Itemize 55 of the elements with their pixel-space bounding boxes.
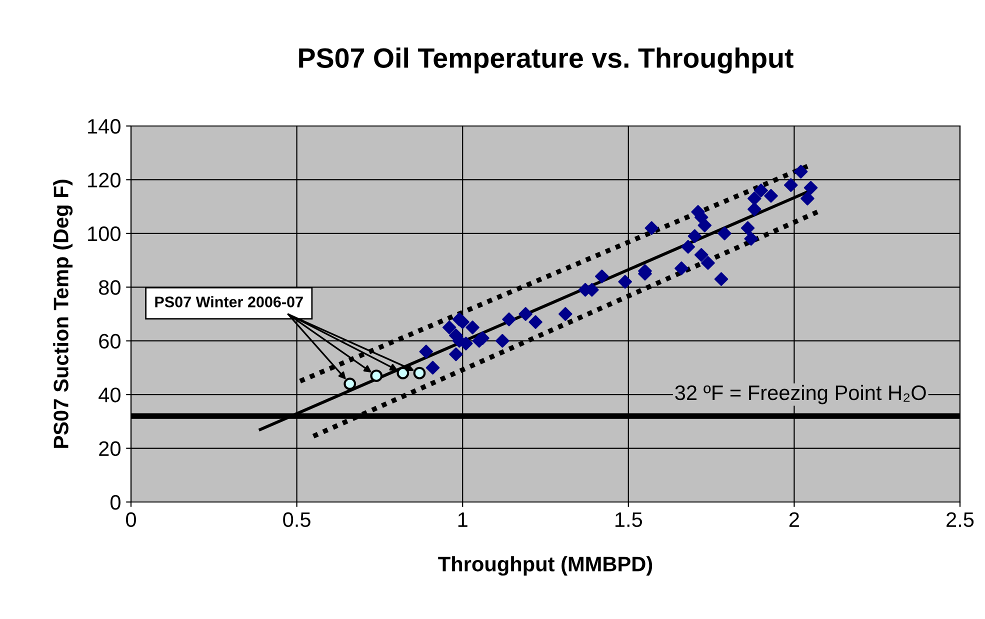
- x-tick-label: 2.5: [946, 512, 974, 528]
- point: [740, 221, 755, 235]
- y-tick-label: 140: [88, 119, 120, 134]
- point: [558, 307, 572, 321]
- point: [396, 366, 410, 380]
- point: [594, 269, 609, 284]
- y-tick-label: 100: [88, 226, 120, 242]
- y-tick-label: 60: [99, 334, 120, 349]
- point: [442, 320, 456, 334]
- point: [754, 184, 768, 198]
- x-tick-label: 1.5: [616, 512, 642, 528]
- point: [528, 315, 542, 329]
- ref-line-label: 32 ºF = Freezing Point H₂O: [675, 384, 926, 404]
- point: [518, 307, 533, 321]
- point: [804, 180, 818, 195]
- point: [784, 178, 798, 192]
- point: [674, 261, 688, 276]
- point: [370, 370, 383, 382]
- point: [800, 192, 814, 206]
- point: [419, 344, 434, 359]
- point: [794, 164, 808, 179]
- point: [449, 347, 463, 362]
- x-axis-title: Throughput (MMBPD): [438, 556, 652, 576]
- point: [694, 248, 708, 262]
- point: [502, 312, 516, 326]
- point: [718, 226, 732, 240]
- y-tick-label: 40: [98, 388, 120, 402]
- point: [413, 366, 426, 380]
- point: [698, 218, 712, 232]
- point: [748, 192, 762, 206]
- point: [714, 272, 728, 286]
- y-tick-label: 20: [99, 441, 120, 456]
- x-tick-label: 0.5: [283, 512, 310, 528]
- point: [744, 232, 758, 246]
- point: [466, 320, 480, 334]
- x-tick-label: 2: [789, 512, 799, 527]
- point: [344, 378, 356, 390]
- y-tick-label: 120: [88, 172, 120, 188]
- point: [688, 229, 702, 244]
- point: [748, 202, 762, 216]
- point: [701, 256, 715, 270]
- y-tick-label: 0: [110, 495, 120, 510]
- chart-title: PS07 Oil Temperature vs. Throughput: [299, 48, 794, 74]
- annotation: PS07 Winter 2006-07: [155, 296, 303, 308]
- point: [644, 221, 659, 235]
- x-tick-label: 0: [126, 512, 136, 528]
- y-tick-label: 80: [99, 280, 120, 295]
- point: [764, 188, 778, 203]
- x-tick-label: 1: [458, 512, 468, 527]
- point: [618, 274, 632, 289]
- point: [495, 334, 510, 348]
- point: [681, 240, 695, 254]
- point: [459, 336, 473, 350]
- y-axis-title: PS07 Suction Temp (Deg F): [53, 180, 73, 448]
- point: [426, 360, 440, 375]
